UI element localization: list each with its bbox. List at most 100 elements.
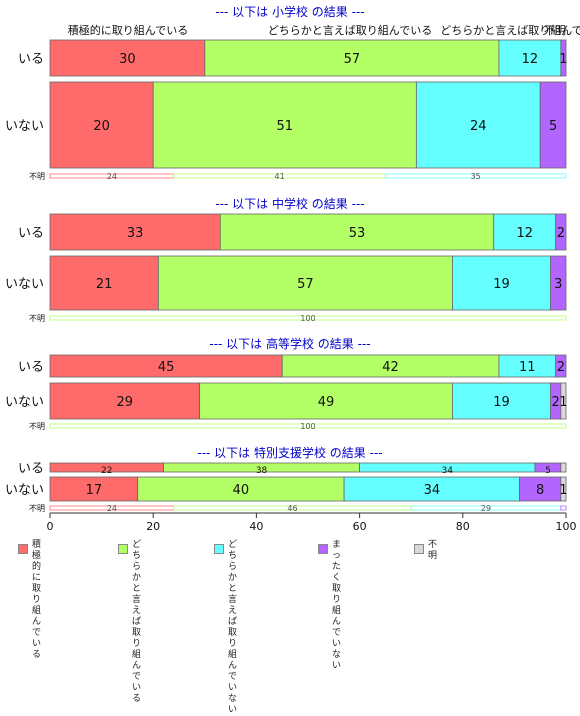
x-tick-label: 100 bbox=[556, 520, 577, 533]
bar-segment bbox=[560, 476, 567, 502]
bar-value-label: 45 bbox=[158, 360, 175, 375]
bar-value-label: 40 bbox=[233, 483, 250, 498]
x-tick-label: 80 bbox=[456, 520, 470, 533]
row-label: いない bbox=[5, 119, 44, 134]
bar-value-label: 19 bbox=[493, 395, 510, 410]
bar-value-label: 12 bbox=[522, 52, 539, 67]
panel-title: --- 以下は 小学校 の結果 --- bbox=[215, 4, 364, 19]
bar-segment bbox=[384, 173, 567, 179]
legend-label: どちらかと言えば 取り組んでいる bbox=[132, 540, 142, 704]
row-label: 不明 bbox=[29, 172, 45, 181]
bar-segment bbox=[49, 255, 159, 311]
bar-segment bbox=[199, 382, 453, 420]
top-category-label: 積極的に取り組んでいる bbox=[68, 23, 188, 37]
bar-value-label: 34 bbox=[442, 466, 454, 476]
bar-segment bbox=[49, 382, 201, 420]
row-label: いない bbox=[5, 483, 44, 498]
bar-value-label: 12 bbox=[516, 226, 533, 241]
stacked-bar-chart: 積極的に取り組んでいる どちらかと言えば取り組んでいるどちらかと言えば取り組んでい… bbox=[5, 4, 580, 533]
bar-value-label: 24 bbox=[470, 119, 487, 134]
bar-segment bbox=[204, 39, 500, 77]
bar-value-label: 21 bbox=[96, 277, 113, 292]
bar-segment bbox=[415, 81, 541, 169]
bar-value-label: 24 bbox=[107, 172, 117, 181]
bar-value-label: 19 bbox=[493, 277, 510, 292]
bar-value-label: 17 bbox=[86, 483, 103, 498]
x-tick-label: 40 bbox=[249, 520, 263, 533]
bar-value-label: 8 bbox=[536, 483, 544, 498]
row-label: 不明 bbox=[29, 504, 45, 513]
row-label: いる bbox=[18, 462, 44, 477]
legend-swatch bbox=[18, 544, 28, 554]
bar-value-label: 42 bbox=[382, 360, 399, 375]
bar-value-label: 1 bbox=[559, 483, 567, 498]
bar-value-label: 34 bbox=[424, 483, 441, 498]
bar-value-label: 29 bbox=[117, 395, 134, 410]
bar-value-label: 57 bbox=[344, 52, 361, 67]
bar-segment bbox=[539, 81, 567, 169]
bar-segment bbox=[49, 423, 567, 429]
x-tick-label: 0 bbox=[47, 520, 54, 533]
panel-title: --- 以下は 特別支援学校 の結果 --- bbox=[197, 445, 382, 460]
bar-segment bbox=[157, 255, 453, 311]
bar-segment bbox=[560, 462, 567, 473]
row-label: いない bbox=[5, 395, 44, 410]
bar-segment bbox=[555, 213, 567, 251]
bar-value-label: 35 bbox=[471, 172, 481, 181]
row-label: いる bbox=[18, 226, 44, 241]
bar-value-label: 46 bbox=[287, 504, 297, 513]
bar-value-label: 3 bbox=[554, 277, 562, 292]
bar-value-label: 5 bbox=[549, 119, 557, 134]
bar-value-label: 38 bbox=[256, 466, 268, 476]
bar-segment bbox=[152, 81, 417, 169]
bar-segment bbox=[137, 476, 345, 502]
top-category-label: 不明 bbox=[544, 24, 566, 37]
bar-value-label: 33 bbox=[127, 226, 144, 241]
bar-segment bbox=[49, 315, 567, 321]
bar-value-label: 29 bbox=[481, 504, 491, 513]
bar-segment bbox=[343, 476, 520, 502]
bar-segment bbox=[219, 213, 495, 251]
bar-value-label: 20 bbox=[93, 119, 110, 134]
bar-segment bbox=[555, 354, 567, 378]
bar-value-label: 100 bbox=[300, 314, 315, 323]
bar-segment bbox=[493, 213, 557, 251]
panel-title: --- 以下は 中学校 の結果 --- bbox=[215, 196, 364, 211]
x-tick-label: 60 bbox=[353, 520, 367, 533]
legend-swatch bbox=[414, 544, 424, 554]
legend-swatch bbox=[318, 544, 328, 554]
legend-swatch bbox=[118, 544, 128, 554]
bar-value-label: 53 bbox=[349, 226, 366, 241]
bar-segment bbox=[452, 382, 551, 420]
row-label: 不明 bbox=[29, 422, 45, 431]
bar-value-label: 24 bbox=[107, 504, 117, 513]
row-label: 不明 bbox=[29, 314, 45, 323]
legend-label: 不明 bbox=[428, 540, 438, 561]
bar-segment bbox=[560, 382, 567, 420]
bar-value-label: 2 bbox=[557, 226, 565, 241]
row-label: いる bbox=[18, 360, 44, 375]
top-category-label: どちらかと言えば取り組んでいる bbox=[268, 24, 432, 37]
bar-segment bbox=[452, 255, 551, 311]
x-tick-label: 20 bbox=[146, 520, 160, 533]
legend-label: まったく 取り組んでいない bbox=[332, 540, 342, 671]
panel-title: --- 以下は 高等学校 の結果 --- bbox=[209, 336, 370, 351]
legend-label: 積極的に 取り組んでいる bbox=[32, 540, 42, 660]
bar-value-label: 22 bbox=[101, 466, 112, 476]
legend: 積極的に 取り組んでいる どちらかと言えば 取り組んでいる どちらかと言えば 取… bbox=[18, 540, 578, 715]
bar-segment bbox=[49, 213, 221, 251]
bar-value-label: 49 bbox=[318, 395, 335, 410]
legend-label: どちらかと言えば 取り組んでいない bbox=[228, 540, 238, 715]
bar-value-label: 51 bbox=[277, 119, 294, 134]
bar-value-label: 2 bbox=[557, 360, 565, 375]
bar-segment bbox=[550, 255, 567, 311]
bar-value-label: 11 bbox=[519, 360, 536, 375]
row-label: いない bbox=[5, 277, 44, 292]
bar-value-label: 1 bbox=[559, 52, 567, 67]
bar-segment bbox=[560, 505, 567, 511]
bar-value-label: 57 bbox=[297, 277, 314, 292]
bar-segment bbox=[49, 81, 154, 169]
bar-value-label: 41 bbox=[275, 172, 285, 181]
legend-swatch bbox=[214, 544, 224, 554]
